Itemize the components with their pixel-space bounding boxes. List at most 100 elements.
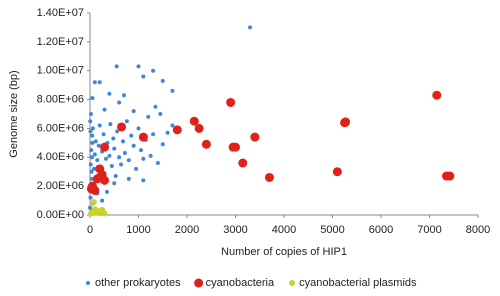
y-tick-label: 8.00E+06 — [37, 93, 84, 105]
point — [432, 90, 442, 100]
x-tick-label: 4000 — [272, 224, 296, 236]
point — [332, 167, 342, 177]
point — [146, 114, 151, 119]
point — [96, 143, 101, 148]
point — [341, 117, 351, 127]
point — [100, 198, 105, 203]
point — [141, 178, 146, 183]
point — [97, 80, 102, 85]
point — [109, 163, 114, 168]
point — [107, 91, 112, 96]
y-tick-label: 0.00E+00 — [37, 209, 84, 221]
point — [141, 156, 146, 161]
point — [129, 133, 134, 138]
point — [119, 162, 124, 167]
point — [90, 199, 97, 206]
point — [92, 152, 97, 157]
point — [160, 78, 165, 83]
point — [88, 129, 93, 134]
point — [97, 123, 102, 128]
point — [122, 150, 127, 155]
point — [148, 153, 153, 158]
point — [194, 123, 204, 133]
point — [117, 100, 122, 105]
point — [89, 155, 94, 160]
point — [126, 176, 131, 181]
x-tick-label: 8000 — [466, 224, 490, 236]
point — [117, 155, 122, 160]
x-tick-label: 7000 — [417, 224, 441, 236]
point — [90, 185, 100, 195]
point — [90, 96, 95, 101]
point — [88, 119, 93, 124]
point — [136, 64, 141, 69]
point — [88, 162, 93, 167]
point — [248, 25, 253, 30]
point — [102, 107, 107, 112]
x-tick-label: 3000 — [223, 224, 247, 236]
legend-marker — [194, 278, 204, 288]
point — [250, 132, 260, 142]
point — [95, 172, 105, 182]
point — [112, 146, 117, 151]
point — [201, 139, 211, 149]
y-tick-label: 4.00E+06 — [37, 151, 84, 163]
point — [104, 189, 109, 194]
x-tick-label: 2000 — [175, 224, 199, 236]
point — [108, 122, 113, 127]
point — [93, 139, 98, 144]
point — [89, 169, 94, 174]
x-axis-title: Number of copies of HIP1 — [221, 246, 347, 258]
point — [151, 132, 156, 137]
point — [88, 112, 93, 116]
point — [158, 112, 163, 116]
point — [138, 132, 148, 142]
point — [101, 132, 106, 137]
point — [141, 74, 146, 79]
point — [92, 80, 97, 85]
point — [238, 158, 248, 168]
legend-label: cyanobacteria — [206, 277, 275, 289]
point — [151, 68, 156, 73]
point — [134, 166, 139, 171]
point — [121, 93, 126, 98]
point — [100, 142, 110, 152]
point — [101, 210, 108, 217]
point — [95, 158, 100, 163]
point — [117, 122, 127, 132]
y-axis-title: Genome size (bp) — [8, 70, 20, 157]
point — [88, 195, 93, 200]
point — [172, 125, 182, 135]
point — [107, 153, 112, 158]
point — [89, 148, 94, 153]
point — [91, 166, 96, 171]
legend-label: cyanobacterial plasmids — [299, 277, 417, 289]
point — [165, 130, 170, 135]
point — [170, 88, 175, 93]
point — [170, 123, 175, 128]
y-tick-label: 2.00E+06 — [37, 180, 84, 192]
x-tick-label: 1000 — [126, 224, 150, 236]
point — [228, 142, 238, 152]
x-tick-label: 5000 — [320, 224, 344, 236]
point — [104, 156, 109, 161]
point — [90, 140, 95, 145]
point — [111, 136, 116, 141]
point — [114, 64, 119, 69]
point — [126, 158, 131, 163]
point — [131, 143, 136, 148]
y-tick-label: 1.20E+07 — [37, 36, 84, 48]
point — [112, 181, 117, 186]
point — [153, 104, 158, 109]
point — [124, 119, 129, 124]
point — [113, 174, 118, 179]
point — [189, 116, 199, 126]
point — [131, 109, 136, 114]
x-tick-label: 0 — [87, 224, 93, 236]
point — [226, 97, 236, 107]
point — [155, 161, 160, 166]
point — [87, 210, 94, 217]
point — [89, 176, 94, 181]
